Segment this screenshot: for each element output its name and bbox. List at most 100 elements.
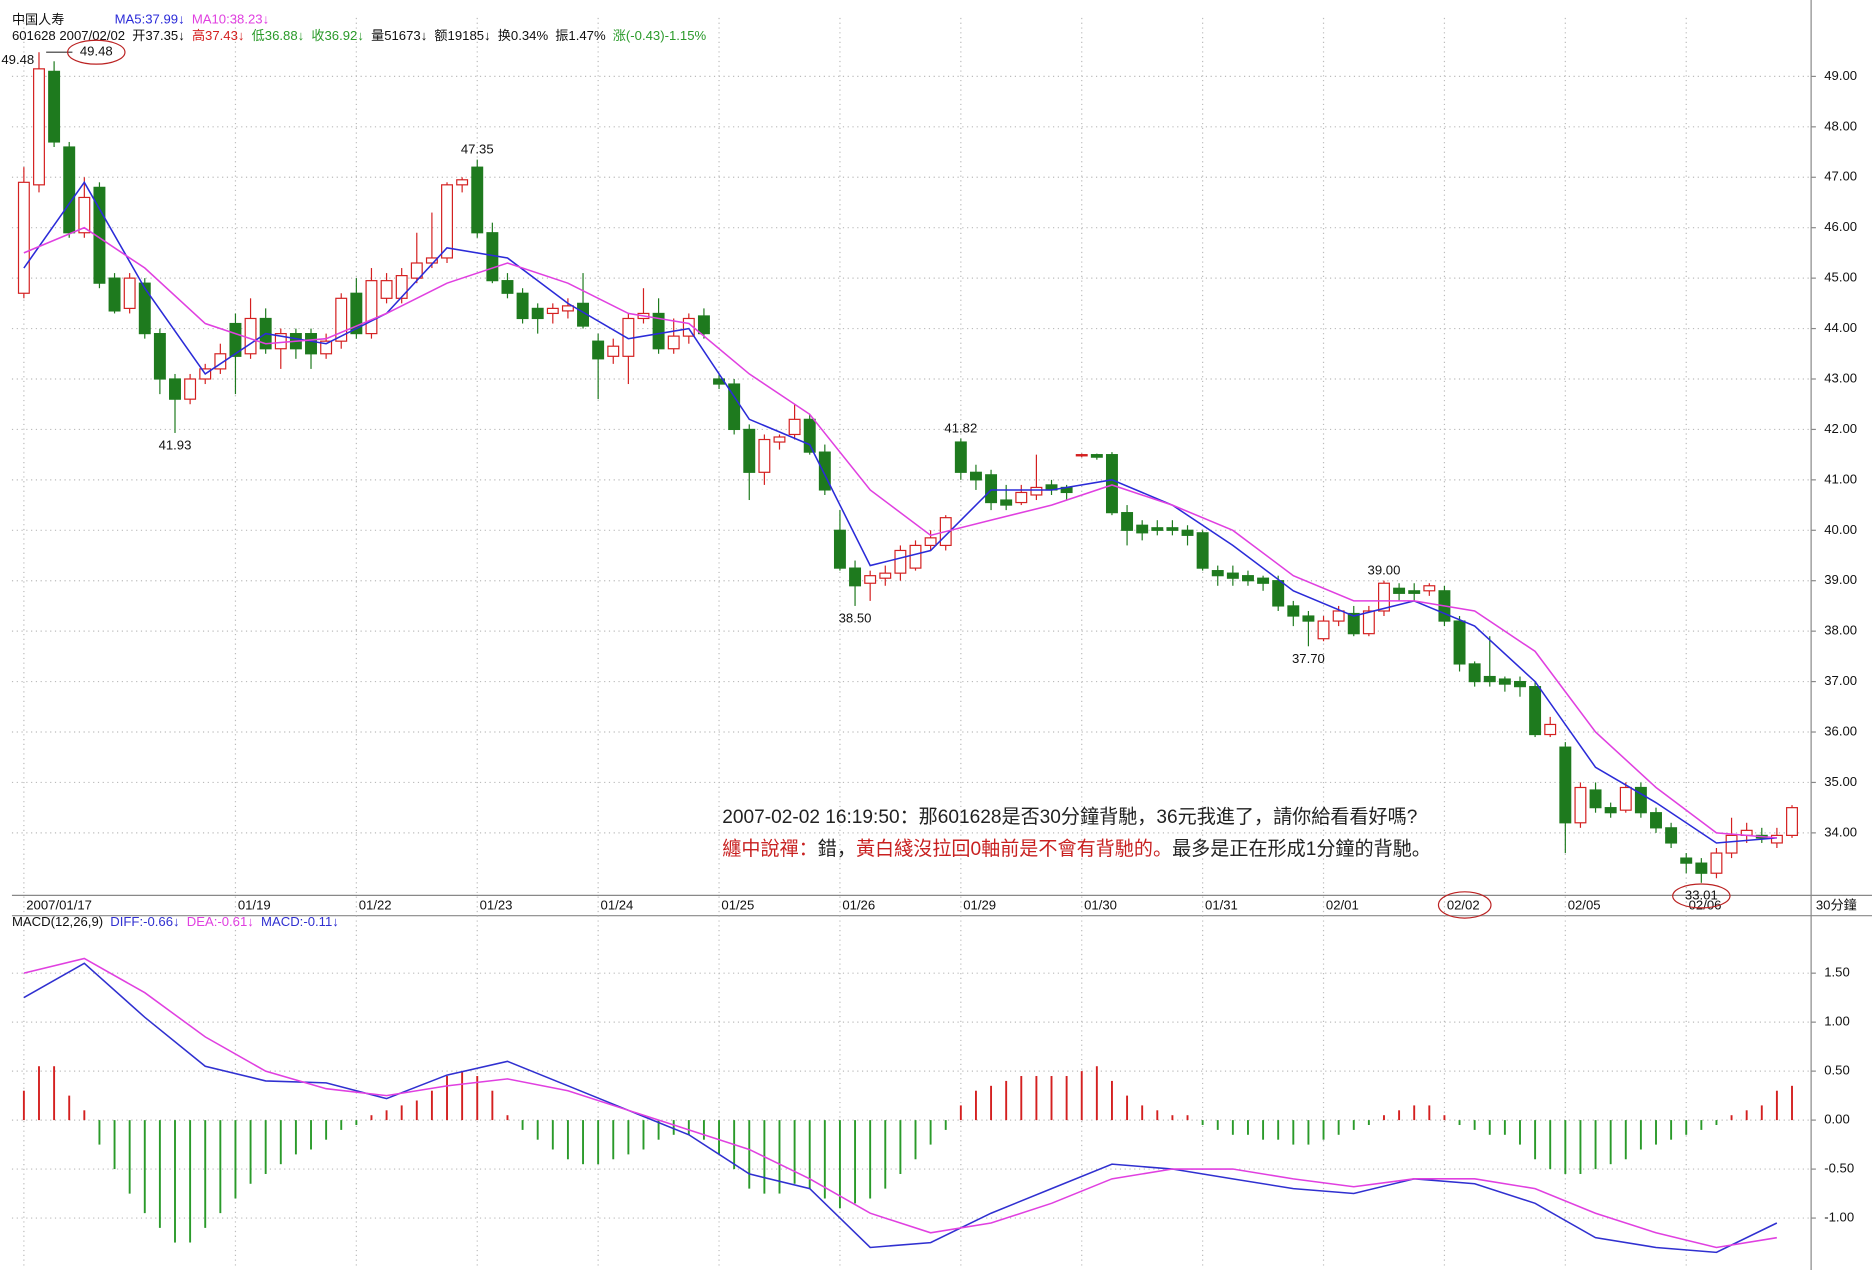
candle-body (1211, 570, 1224, 577)
candle-body (33, 68, 45, 186)
candle-body (1090, 454, 1103, 458)
candle-body (1030, 486, 1043, 496)
price-label: 47.35 (461, 142, 494, 157)
candle-body (1242, 575, 1254, 582)
candle-body (909, 544, 922, 569)
line-series (23, 962, 1778, 1254)
legend-item: MACD:-0.11↓ (261, 914, 339, 929)
candle-body (350, 292, 363, 335)
y-tick-label: 34.00 (1824, 824, 1857, 839)
candle-body (743, 428, 756, 473)
candle-body (1710, 852, 1723, 874)
candle-body (380, 280, 393, 299)
candle-body (410, 262, 423, 279)
candle-body (441, 184, 453, 259)
candle-body (1483, 675, 1496, 683)
y-tick-label: -1.00 (1824, 1210, 1854, 1225)
candle-body (1604, 807, 1617, 814)
x-tick-label: 01/22 (359, 898, 392, 913)
header-item: 换0.34% (498, 28, 549, 43)
period-label: 30分鐘 (1816, 897, 1857, 913)
header-item: 收36.92↓ (311, 28, 364, 43)
candle-body (1181, 529, 1194, 536)
candle-body (17, 181, 30, 294)
candle-body (425, 257, 438, 264)
candle-body (1105, 454, 1118, 514)
header-item: 量51673↓ (371, 28, 427, 43)
x-tick-label: 01/29 (963, 898, 996, 913)
y-tick-label: 1.00 (1824, 1014, 1850, 1029)
x-tick-label: 01/25 (721, 898, 754, 913)
candle-body (803, 418, 816, 453)
candle-body (138, 282, 151, 335)
candle-body (758, 438, 771, 473)
y-tick-label: 48.00 (1824, 118, 1857, 133)
header-item: MA10:38.23↓ (192, 12, 269, 27)
line-series (23, 957, 1777, 1249)
y-tick-label: 44.00 (1824, 320, 1857, 335)
candle-body (1226, 572, 1239, 579)
candle-body (1257, 577, 1270, 584)
candle-body (1166, 527, 1179, 531)
y-tick-label: 46.00 (1824, 219, 1857, 234)
candle-body (697, 315, 710, 335)
y-tick-label: 45.00 (1824, 270, 1857, 285)
candle-body (833, 529, 846, 569)
candle-body (1302, 615, 1315, 622)
x-tick-label: 02/02 (1447, 898, 1480, 913)
candle-body (1650, 812, 1662, 829)
y-tick-label: 43.00 (1824, 370, 1857, 385)
candle-body (335, 297, 348, 342)
candle-body (1000, 499, 1013, 506)
candle-body (1121, 512, 1134, 531)
candle-body (1725, 834, 1738, 854)
candle-body (169, 378, 181, 400)
candle-body (1634, 786, 1647, 814)
annotation: 纏中說禪：錯，黃白綫沒拉回0軸前是不會有背馳的。最多是正在形成1分鐘的背馳。 (722, 838, 1431, 860)
candle-body (365, 280, 378, 335)
candle-body (728, 383, 741, 431)
x-tick-label: 02/05 (1568, 898, 1601, 913)
header-line: 601628 2007/02/02 开37.35↓ 高37.43↓ 低36.88↓ 收3… (12, 27, 707, 43)
y-tick-label: 41.00 (1824, 471, 1857, 486)
candle-body (244, 317, 257, 355)
candle-body (78, 196, 91, 234)
candle-body (894, 549, 907, 574)
candle-body (1559, 746, 1572, 824)
candle-body (546, 307, 559, 315)
candle-body (1453, 620, 1466, 665)
price-label: 41.82 (944, 420, 977, 435)
candle-body (471, 166, 484, 234)
highlight-circle (67, 39, 126, 65)
candle-body (1423, 585, 1436, 592)
header-item: 额19185↓ (434, 28, 490, 43)
candle-body (954, 441, 967, 473)
candle-body (849, 567, 862, 587)
header-item: 振1.47% (555, 28, 606, 43)
candle-body (1786, 807, 1798, 836)
y-tick-label: 1.50 (1824, 965, 1850, 980)
candle-body (1136, 524, 1149, 534)
candle-body (1498, 678, 1511, 685)
candle-body (561, 305, 574, 312)
candle-body (456, 179, 469, 186)
candle-body (1695, 862, 1708, 874)
candle-body (1075, 454, 1088, 457)
candle-body (773, 436, 786, 443)
candle-body (1589, 789, 1602, 809)
header-item: 涨(-0.43)-1.15% (613, 28, 707, 43)
candle-body (214, 353, 227, 370)
candle-body (516, 292, 529, 320)
line-series (23, 226, 1777, 839)
price-label: 38.50 (839, 611, 872, 626)
annotation-part: 黃白綫沒拉回0軸前是不會有背馳的。 (856, 838, 1172, 860)
candle-body (123, 277, 136, 309)
candle-body (1347, 612, 1360, 635)
annotation-part: 錯， (818, 838, 856, 860)
x-tick-label: 02/06 (1689, 898, 1722, 913)
candle-body (1378, 582, 1390, 612)
annotation-part: 纏中說禪： (722, 838, 817, 860)
candle-body (652, 312, 665, 350)
price-label: 39.00 (1368, 563, 1401, 578)
